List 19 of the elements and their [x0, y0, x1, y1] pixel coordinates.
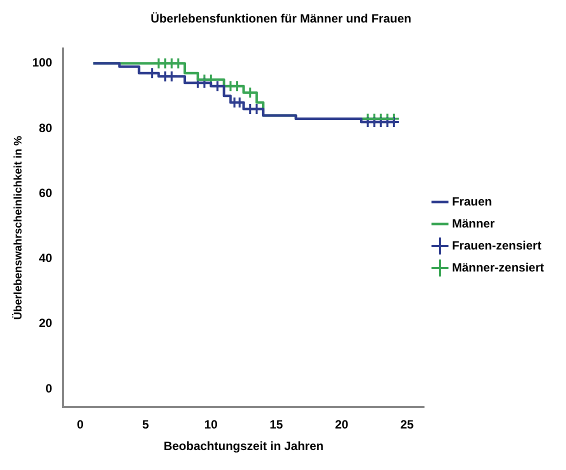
y-tick-label: 40 [38, 251, 53, 266]
y-tick-label: 0 [46, 381, 53, 396]
legend-label: Frauen-zensiert [452, 238, 542, 252]
x-tick-label: 25 [400, 418, 414, 432]
y-tick-label: 100 [32, 56, 53, 70]
x-tick-label: 15 [270, 418, 284, 432]
chart-title: Überlebensfunktionen für Männer und Frauen [150, 12, 412, 26]
x-tick-label: 0 [76, 418, 84, 432]
y-tick-label: 20 [38, 316, 53, 330]
legend-label: Männer-zensiert [452, 260, 544, 274]
x-tick-label: 5 [142, 418, 150, 432]
x-axis-title: Beobachtungszeit in Jahren [164, 439, 324, 454]
y-tick-label: 60 [38, 186, 53, 200]
x-tick-label: 10 [204, 418, 218, 432]
legend-label: Frauen [452, 194, 492, 208]
y-axis-title: Überlebenswahrscheinlichkeit in % [12, 136, 25, 320]
x-tick-label: 20 [334, 418, 349, 432]
legend-label: Männer [452, 216, 495, 230]
y-tick-label: 80 [38, 120, 53, 135]
